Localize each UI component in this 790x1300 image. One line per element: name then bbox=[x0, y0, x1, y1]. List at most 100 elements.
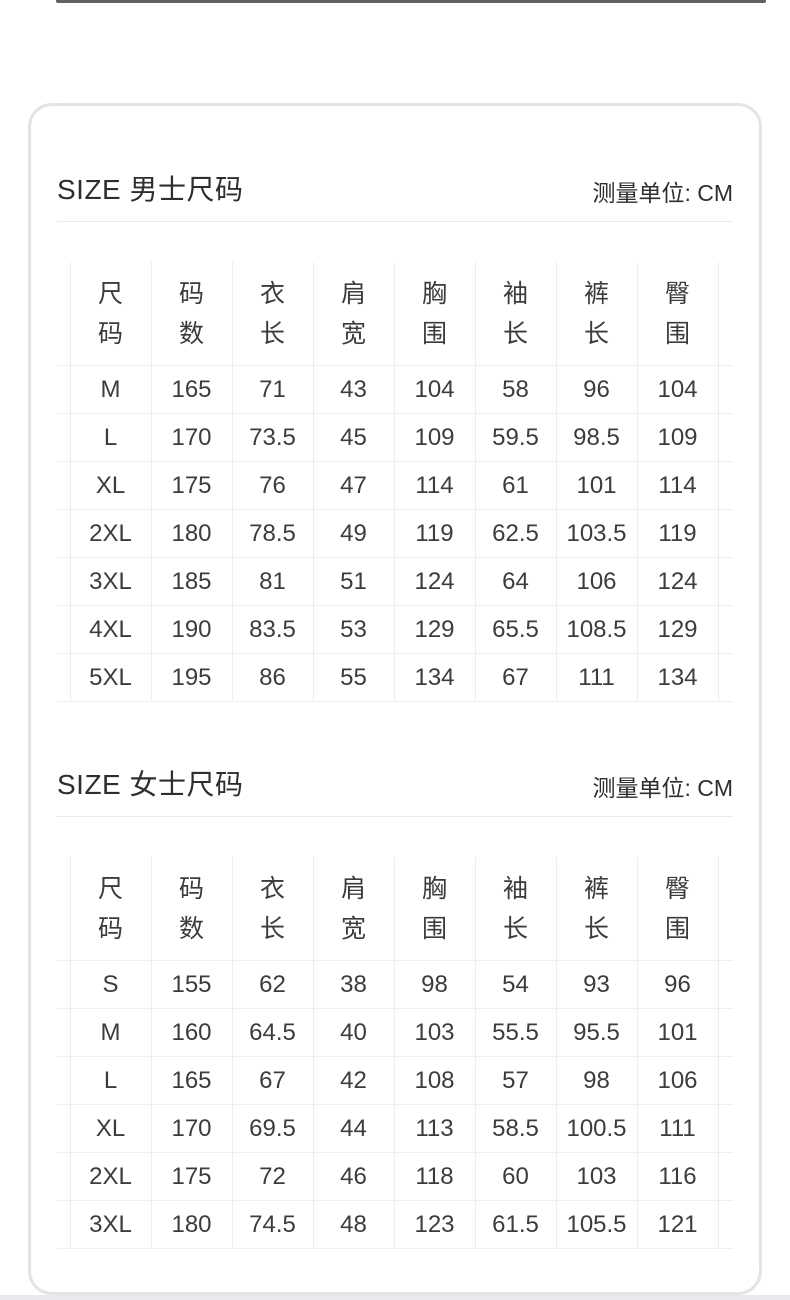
men-section-header: SIZE 男士尺码 测量单位: CM bbox=[57, 168, 733, 222]
men-size-table: 尺码码数衣长肩宽胸围袖长裤长臀围 M 165 71 43 104 58 96 104 L 170 7… bbox=[57, 262, 733, 702]
gutter-cell bbox=[57, 557, 70, 606]
measurement-cell: 103.5 bbox=[555, 509, 637, 558]
measurement-cell: 101 bbox=[636, 1008, 719, 1057]
header-cell-line: 宽 bbox=[340, 914, 366, 943]
measurement-cell: 53 bbox=[312, 605, 394, 654]
header-cell-line: 长 bbox=[502, 914, 528, 943]
gutter-cell bbox=[57, 461, 70, 510]
measurement-cell: 62.5 bbox=[474, 509, 556, 558]
size-label-cell: 3XL bbox=[69, 1200, 151, 1249]
header-cell-line: 长 bbox=[583, 319, 609, 348]
measurement-cell: 109 bbox=[636, 413, 719, 462]
measurement-cell: 55.5 bbox=[474, 1008, 556, 1057]
measurement-cell: 73.5 bbox=[231, 413, 313, 462]
measurement-cell: 71 bbox=[231, 365, 313, 414]
header-cell-line: 肩 bbox=[340, 279, 366, 308]
measurement-cell: 129 bbox=[636, 605, 719, 654]
measurement-cell: 64 bbox=[474, 557, 556, 606]
gutter-cell bbox=[57, 1104, 70, 1153]
measurement-cell: 106 bbox=[555, 557, 637, 606]
measurement-cell: 81 bbox=[231, 557, 313, 606]
header-cell: 胸围 bbox=[393, 857, 475, 961]
gutter-cell bbox=[718, 1152, 733, 1201]
measurement-cell: 72 bbox=[231, 1152, 313, 1201]
measurement-cell: 160 bbox=[150, 1008, 232, 1057]
header-cell-line: 臀 bbox=[664, 279, 690, 308]
gutter-cell bbox=[718, 605, 733, 654]
measurement-cell: 114 bbox=[393, 461, 475, 510]
measurement-cell: 175 bbox=[150, 461, 232, 510]
table-row: L 170 73.5 45 109 59.5 98.5 109 bbox=[57, 413, 733, 462]
measurement-cell: 58 bbox=[474, 365, 556, 414]
measurement-cell: 67 bbox=[474, 653, 556, 702]
size-label-cell: S bbox=[69, 960, 151, 1009]
women-section-header: SIZE 女士尺码 测量单位: CM bbox=[57, 763, 733, 817]
size-label-cell: L bbox=[69, 1056, 151, 1105]
table-row: 3XL 185 81 51 124 64 106 124 bbox=[57, 557, 733, 606]
table-row: 5XL 195 86 55 134 67 111 134 bbox=[57, 653, 733, 702]
header-cell-line: 数 bbox=[178, 914, 204, 943]
header-cell: 袖长 bbox=[474, 857, 556, 961]
measurement-cell: 61 bbox=[474, 461, 556, 510]
measurement-cell: 40 bbox=[312, 1008, 394, 1057]
measurement-cell: 103 bbox=[555, 1152, 637, 1201]
measurement-cell: 48 bbox=[312, 1200, 394, 1249]
table-row: 2XL 175 72 46 118 60 103 116 bbox=[57, 1152, 733, 1201]
header-cell-line: 围 bbox=[664, 914, 690, 943]
measurement-cell: 98 bbox=[555, 1056, 637, 1105]
measurement-cell: 45 bbox=[312, 413, 394, 462]
header-cell: 裤长 bbox=[555, 857, 637, 961]
gutter-cell bbox=[718, 365, 733, 414]
gutter-cell bbox=[718, 857, 733, 961]
header-cell-line: 衣 bbox=[259, 279, 285, 308]
header-cell: 臀围 bbox=[636, 262, 719, 366]
gutter-cell bbox=[718, 1104, 733, 1153]
women-unit-label: 测量单位: CM bbox=[592, 775, 733, 801]
measurement-cell: 46 bbox=[312, 1152, 394, 1201]
size-label-cell: 3XL bbox=[69, 557, 151, 606]
table-row: M 160 64.5 40 103 55.5 95.5 101 bbox=[57, 1008, 733, 1057]
size-label-cell: 2XL bbox=[69, 509, 151, 558]
measurement-cell: 121 bbox=[636, 1200, 719, 1249]
measurement-cell: 67 bbox=[231, 1056, 313, 1105]
measurement-cell: 64.5 bbox=[231, 1008, 313, 1057]
header-cell-line: 围 bbox=[664, 319, 690, 348]
header-cell-line: 码 bbox=[97, 319, 123, 348]
header-cell-line: 码 bbox=[97, 914, 123, 943]
measurement-cell: 76 bbox=[231, 461, 313, 510]
gutter-cell bbox=[718, 509, 733, 558]
gutter-cell bbox=[57, 605, 70, 654]
measurement-cell: 118 bbox=[393, 1152, 475, 1201]
header-cell: 尺码 bbox=[69, 857, 151, 961]
measurement-cell: 59.5 bbox=[474, 413, 556, 462]
gutter-cell bbox=[718, 1056, 733, 1105]
size-label-cell: 2XL bbox=[69, 1152, 151, 1201]
measurement-cell: 74.5 bbox=[231, 1200, 313, 1249]
men-section-title: SIZE 男士尺码 bbox=[57, 174, 244, 205]
size-label-cell: XL bbox=[69, 1104, 151, 1153]
gutter-cell bbox=[57, 1056, 70, 1105]
measurement-cell: 98 bbox=[393, 960, 475, 1009]
measurement-cell: 175 bbox=[150, 1152, 232, 1201]
measurement-cell: 119 bbox=[636, 509, 719, 558]
size-label-cell: XL bbox=[69, 461, 151, 510]
measurement-cell: 100.5 bbox=[555, 1104, 637, 1153]
measurement-cell: 51 bbox=[312, 557, 394, 606]
table-row: M 165 71 43 104 58 96 104 bbox=[57, 365, 733, 414]
gutter-cell bbox=[718, 653, 733, 702]
measurement-cell: 95.5 bbox=[555, 1008, 637, 1057]
header-cell-line: 尺 bbox=[97, 874, 123, 903]
gutter-cell bbox=[718, 1008, 733, 1057]
gutter-cell bbox=[57, 365, 70, 414]
header-cell: 袖长 bbox=[474, 262, 556, 366]
measurement-cell: 57 bbox=[474, 1056, 556, 1105]
measurement-cell: 111 bbox=[555, 653, 637, 702]
header-cell: 衣长 bbox=[231, 857, 313, 961]
measurement-cell: 61.5 bbox=[474, 1200, 556, 1249]
measurement-cell: 101 bbox=[555, 461, 637, 510]
header-cell: 胸围 bbox=[393, 262, 475, 366]
men-unit-label: 测量单位: CM bbox=[592, 180, 733, 206]
table-row: L 165 67 42 108 57 98 106 bbox=[57, 1056, 733, 1105]
measurement-cell: 86 bbox=[231, 653, 313, 702]
